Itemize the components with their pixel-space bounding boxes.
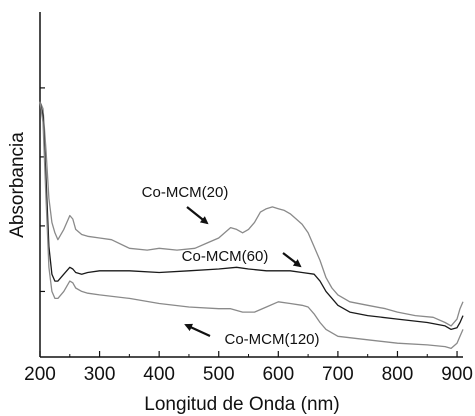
- series-line-1: [39, 101, 464, 331]
- x-tick-label-900: 900: [441, 364, 473, 385]
- series-line-2: [39, 101, 464, 350]
- y-ticks: [40, 87, 45, 293]
- x-tick-label-500: 500: [203, 364, 235, 385]
- x-tick-label-800: 800: [382, 364, 414, 385]
- annotation-label-2: Co-MCM(120): [224, 331, 319, 348]
- series-line-0: [39, 101, 464, 327]
- x-tick-label-400: 400: [143, 364, 175, 385]
- annotation-arrow-0: [186, 206, 209, 225]
- series-layer: [39, 101, 464, 350]
- x-tick-labels: 200 300 400 500 600 700 800 900: [24, 364, 473, 385]
- annotation-arrow-2: [184, 323, 211, 337]
- annotation-label-0: Co-MCM(20): [142, 184, 229, 201]
- annotation-arrow-1: [282, 252, 302, 268]
- annotation-label-1: Co-MCM(60): [182, 248, 269, 265]
- annotations: Co-MCM(20) Co-MCM(60) Co-MCM(120): [142, 184, 320, 348]
- axes: [39, 12, 463, 358]
- x-ticks: [39, 351, 458, 357]
- x-tick-label-700: 700: [322, 364, 354, 385]
- y-axis-label: Absorbancia: [7, 132, 28, 238]
- x-tick-label-600: 600: [262, 364, 294, 385]
- x-axis-label: Longitud de Onda (nm): [144, 394, 339, 415]
- x-tick-label-200: 200: [24, 364, 56, 385]
- x-tick-label-300: 300: [84, 364, 116, 385]
